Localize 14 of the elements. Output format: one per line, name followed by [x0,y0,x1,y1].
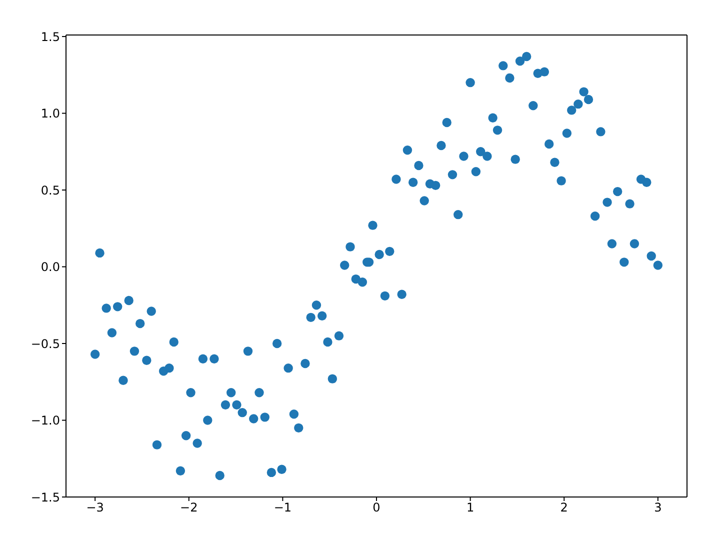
x-tick-label: 1 [466,500,474,515]
y-tick-label: 0.5 [40,183,60,198]
y-tick-label: −1.0 [30,414,60,428]
x-tick-label: 0 [372,500,380,515]
y-tick-label: 1.0 [40,106,60,121]
x-tick-label: −2 [180,500,198,515]
y-tick-label: 1.5 [40,30,60,44]
y-tick-label: −1.5 [30,490,60,504]
x-tick-label: −3 [86,500,104,515]
y-tick-label: 0.0 [40,260,60,274]
x-tick-label: −1 [274,500,292,515]
x-tick-label: 3 [654,500,662,515]
x-tick-label: 2 [560,500,568,515]
y-tick-label: −0.5 [30,336,60,351]
